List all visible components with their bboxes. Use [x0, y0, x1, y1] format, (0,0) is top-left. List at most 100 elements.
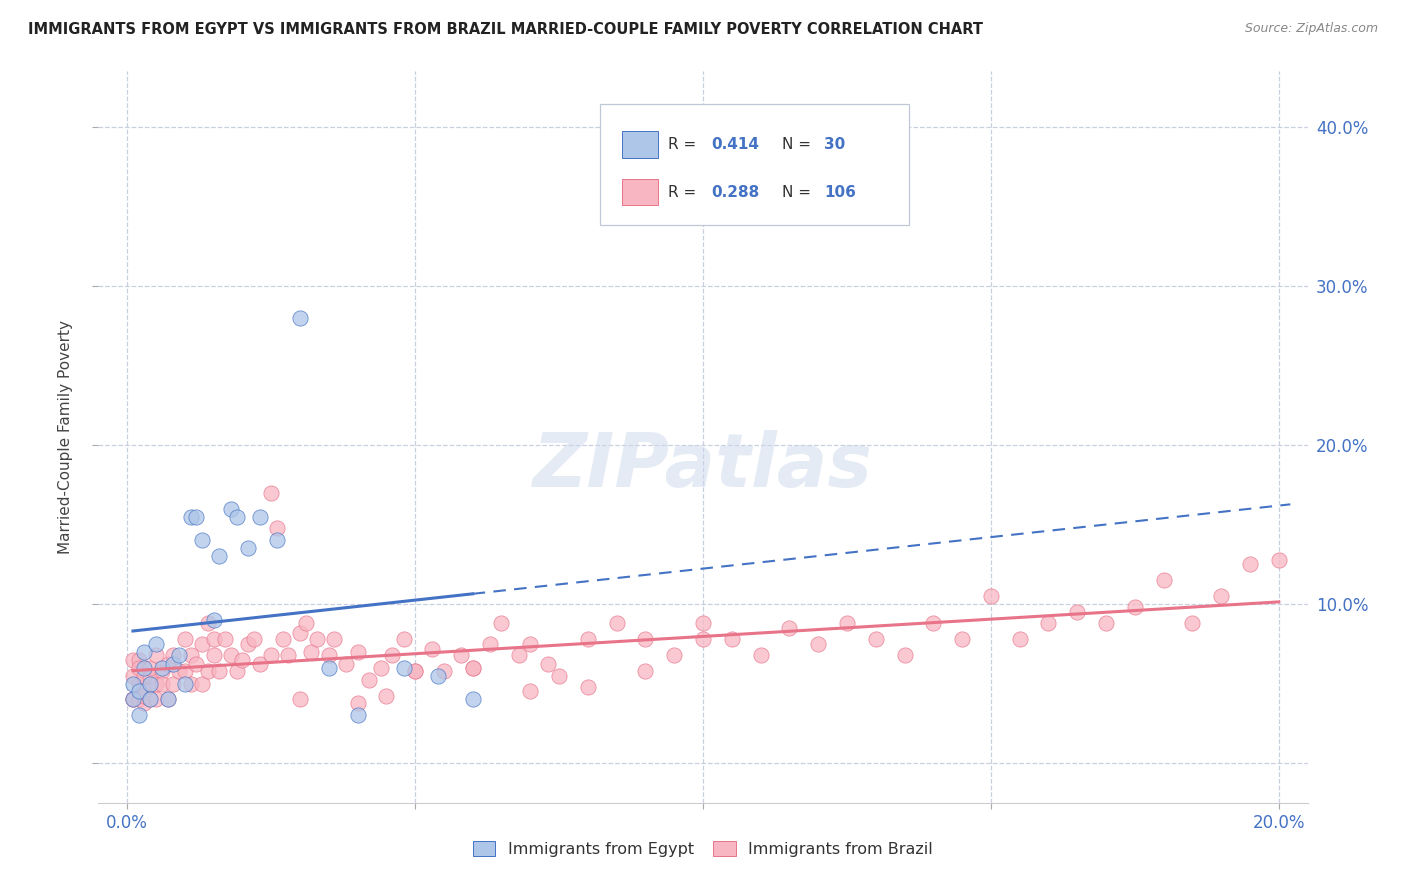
Point [128, 660, 150, 674]
Point [156, 657, 179, 672]
Point [202, 613, 225, 627]
Point [145, 676, 167, 690]
Point [122, 676, 145, 690]
Point [288, 310, 311, 325]
Point [134, 690, 156, 704]
Point [1038, 616, 1060, 631]
Point [606, 616, 628, 631]
Point [180, 648, 202, 662]
Point [835, 616, 858, 631]
Point [576, 680, 599, 694]
Point [288, 625, 311, 640]
Point [145, 648, 167, 662]
Point [197, 664, 219, 678]
Point [922, 616, 945, 631]
Point [243, 632, 266, 646]
Point [145, 692, 167, 706]
Point [219, 648, 242, 662]
Point [186, 657, 208, 672]
Point [225, 664, 247, 678]
Text: 30: 30 [824, 137, 845, 152]
Point [634, 664, 657, 678]
Point [536, 657, 558, 672]
Text: 106: 106 [824, 185, 856, 200]
Point [461, 660, 484, 674]
Point [318, 660, 340, 674]
Point [167, 664, 190, 678]
Point [162, 648, 184, 662]
Point [156, 692, 179, 706]
Point [249, 509, 271, 524]
Point [427, 668, 450, 682]
Point [288, 692, 311, 706]
Text: N =: N = [782, 185, 815, 200]
Point [301, 645, 323, 659]
Point [191, 533, 214, 548]
Point [134, 696, 156, 710]
Point [370, 660, 392, 674]
Point [139, 660, 162, 674]
Point [519, 684, 541, 698]
Point [404, 664, 426, 678]
Point [122, 692, 145, 706]
Point [450, 648, 472, 662]
Point [346, 696, 368, 710]
Text: 0.414: 0.414 [711, 137, 759, 152]
Point [335, 657, 357, 672]
Point [576, 632, 599, 646]
Point [375, 690, 398, 704]
Point [128, 708, 150, 723]
Text: R =: R = [668, 137, 702, 152]
Point [260, 485, 283, 500]
Point [214, 632, 236, 646]
Point [422, 641, 444, 656]
Point [122, 653, 145, 667]
Point [1268, 552, 1291, 566]
Point [122, 668, 145, 682]
Point [128, 676, 150, 690]
Point [150, 660, 173, 674]
Point [433, 664, 456, 678]
Point [167, 648, 190, 662]
Point [191, 676, 214, 690]
Point [461, 660, 484, 674]
Point [122, 692, 145, 706]
Point [404, 664, 426, 678]
Point [156, 692, 179, 706]
Point [357, 673, 380, 688]
Point [225, 509, 247, 524]
Point [173, 632, 195, 646]
Text: ZIPatlas: ZIPatlas [533, 430, 873, 503]
Point [208, 549, 231, 564]
Point [392, 632, 415, 646]
Point [180, 676, 202, 690]
Point [307, 632, 329, 646]
Point [1123, 600, 1146, 615]
FancyBboxPatch shape [621, 131, 658, 158]
Text: IMMIGRANTS FROM EGYPT VS IMMIGRANTS FROM BRAZIL MARRIED-COUPLE FAMILY POVERTY CO: IMMIGRANTS FROM EGYPT VS IMMIGRANTS FROM… [28, 22, 983, 37]
Point [277, 648, 299, 662]
Point [231, 653, 253, 667]
Point [150, 664, 173, 678]
Point [208, 664, 231, 678]
Text: Source: ZipAtlas.com: Source: ZipAtlas.com [1244, 22, 1378, 36]
Point [236, 637, 259, 651]
Point [980, 589, 1002, 603]
Point [318, 648, 340, 662]
Point [865, 632, 887, 646]
Point [1008, 632, 1031, 646]
Point [122, 692, 145, 706]
Point [139, 668, 162, 682]
Point [508, 648, 530, 662]
Point [173, 676, 195, 690]
Point [323, 632, 346, 646]
Point [634, 632, 657, 646]
Point [1095, 616, 1118, 631]
Point [548, 668, 571, 682]
Point [807, 637, 830, 651]
Point [749, 648, 772, 662]
Point [180, 509, 202, 524]
Point [491, 616, 513, 631]
Point [202, 632, 225, 646]
Point [162, 657, 184, 672]
